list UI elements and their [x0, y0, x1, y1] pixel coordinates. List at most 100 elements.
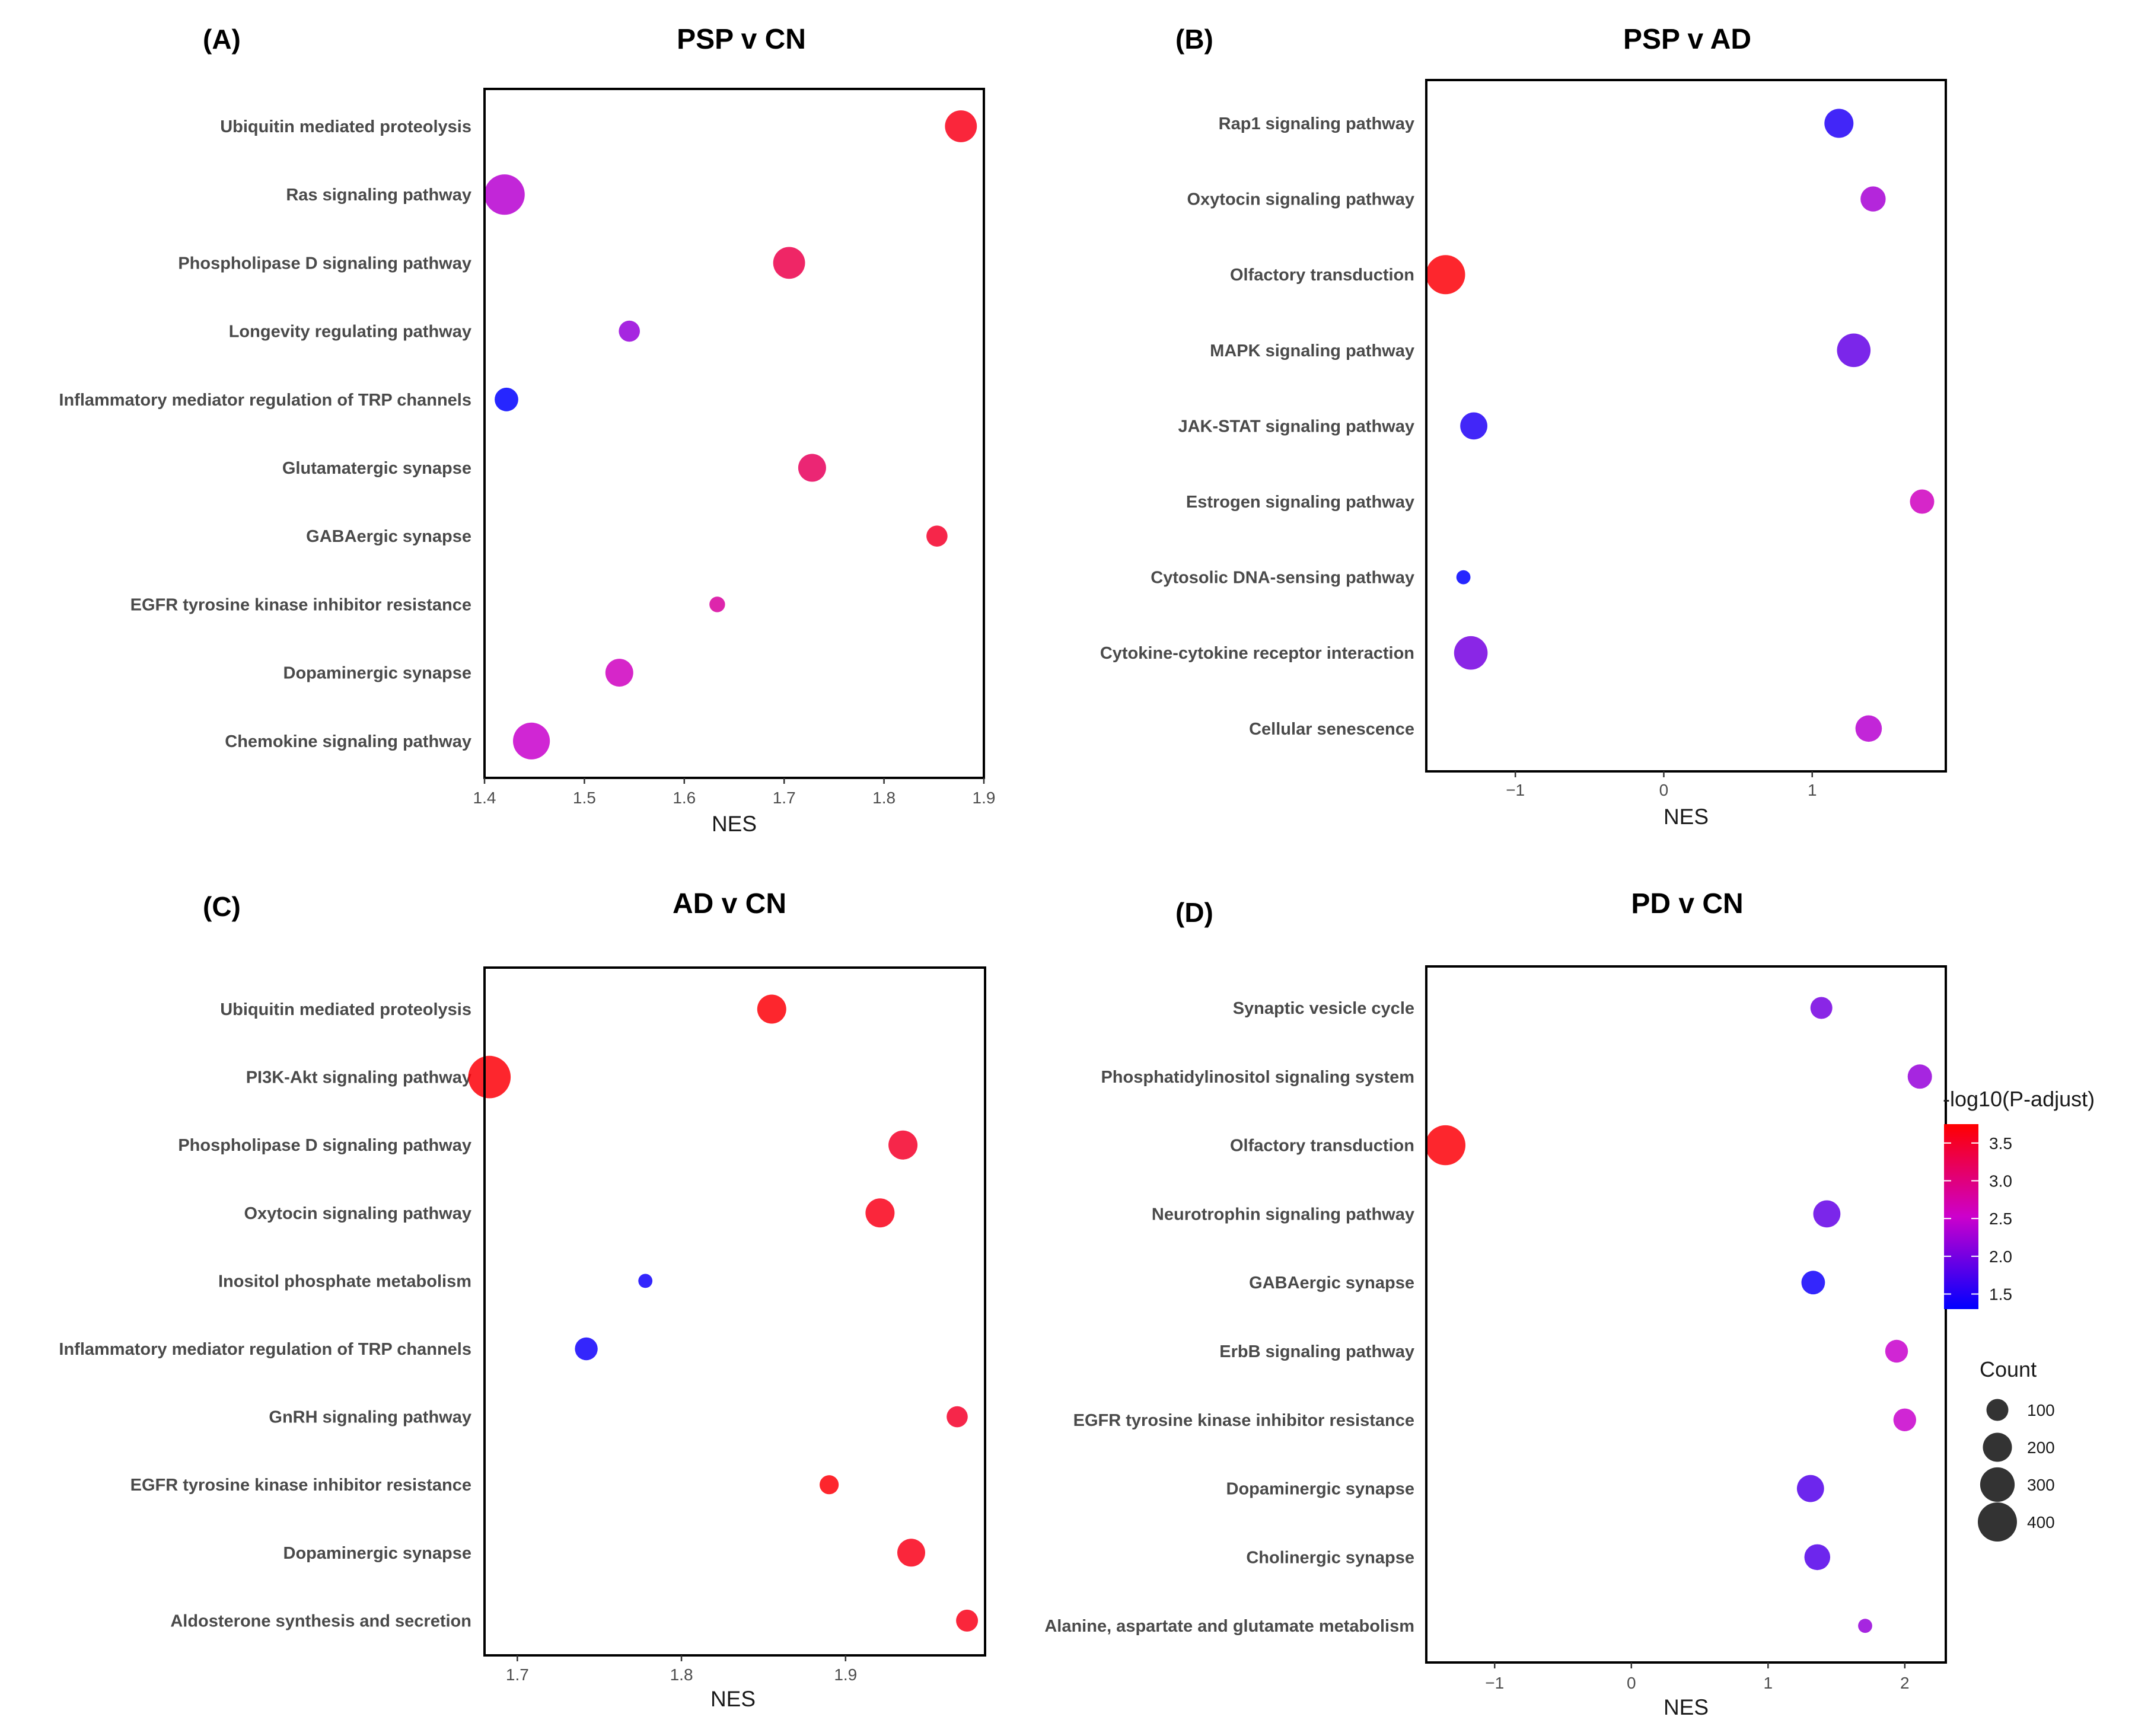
data-point-c [468, 1055, 511, 1099]
x-tick-label-a: 1.7 [773, 789, 796, 807]
category-labels-b: Rap1 signaling pathway Oxytocin signaling… [1100, 114, 1414, 739]
category-label-b: Cytokine-cytokine receptor interaction [1100, 644, 1414, 663]
panel-b: (B) PSP v AD Rap1 signaling pathway Oxyto… [1100, 24, 1947, 829]
data-point-c [956, 1609, 979, 1632]
size-legend-keys: 100 200 300 400 [1978, 1399, 2055, 1542]
x-tick-label-b: 1 [1808, 781, 1817, 799]
data-points-a [484, 110, 977, 760]
data-point-a [945, 110, 977, 142]
size-key-label: 400 [2027, 1513, 2055, 1531]
category-label-b: JAK-STAT signaling pathway [1178, 417, 1414, 436]
x-axis-title-c: NES [710, 1687, 756, 1711]
data-point-b [1837, 333, 1871, 368]
category-labels-a: Ubiquitin mediated proteolysis Ras signal… [59, 117, 471, 751]
category-labels-c: Ubiquitin mediated proteolysis PI3K-Akt s… [59, 1000, 471, 1630]
category-label-d: Synaptic vesicle cycle [1233, 999, 1414, 1018]
panel-letter-b: (B) [1175, 24, 1213, 55]
size-key-circle [1986, 1399, 2009, 1421]
category-label-c: PI3K-Akt signaling pathway [246, 1068, 471, 1087]
category-label-b: Estrogen signaling pathway [1186, 493, 1414, 512]
data-point-a [605, 659, 633, 687]
data-point-c [865, 1198, 895, 1228]
data-point-d [1801, 1271, 1825, 1295]
data-point-b [1454, 636, 1488, 670]
color-bar [1944, 1124, 1978, 1309]
category-label-b: Oxytocin signaling pathway [1187, 190, 1414, 209]
x-axis-title-b: NES [1664, 805, 1709, 829]
data-point-c [575, 1337, 598, 1361]
category-label-a: Phospholipase D signaling pathway [178, 254, 471, 273]
data-point-a [798, 454, 826, 482]
category-label-c: Aldosterone synthesis and secretion [170, 1611, 471, 1630]
data-point-d [1425, 1125, 1465, 1166]
color-tick-label: 2.5 [1989, 1210, 2012, 1228]
panel-d: (D) PD v CN Synaptic vesicle cycle Phosph… [1044, 888, 1947, 1719]
data-point-d [1893, 1408, 1916, 1431]
category-label-d: ErbB signaling pathway [1219, 1342, 1414, 1361]
category-label-c: EGFR tyrosine kinase inhibitor resistanc… [130, 1476, 471, 1495]
panel-title-b: PSP v AD [1623, 24, 1751, 55]
category-label-d: Phosphatidylinositol signaling system [1101, 1068, 1414, 1087]
data-point-a [619, 320, 640, 342]
category-label-a: Ras signaling pathway [286, 186, 471, 205]
x-tick-label-b: 0 [1659, 781, 1669, 799]
data-point-c [757, 994, 786, 1024]
category-labels-d: Synaptic vesicle cycle Phosphatidylinosit… [1044, 999, 1414, 1636]
x-tick-label-a: 1.8 [872, 789, 896, 807]
category-label-c: Phospholipase D signaling pathway [178, 1136, 471, 1155]
x-tick-label-d: −1 [1485, 1674, 1504, 1692]
plot-frame-d [1425, 965, 1947, 1664]
x-axis-title-a: NES [712, 812, 757, 836]
size-key-label: 300 [2027, 1476, 2055, 1494]
color-tick-label: 3.0 [1989, 1172, 2012, 1191]
category-label-b: Olfactory transduction [1230, 266, 1414, 285]
x-axis-ticks-a: 1.4 1.5 1.6 1.7 1.8 1.9 [473, 778, 995, 807]
data-point-c [897, 1539, 925, 1567]
data-point-b [1426, 255, 1465, 295]
color-bar-ticks: 3.5 3.0 2.5 2.0 1.5 [1944, 1134, 2012, 1304]
panel-title-d: PD v CN [1631, 888, 1743, 920]
x-axis-ticks-b: −1 0 1 [1506, 771, 1817, 799]
category-label-b: Cellular senescence [1249, 720, 1414, 739]
data-point-c [820, 1475, 839, 1495]
category-label-d: EGFR tyrosine kinase inhibitor resistanc… [1073, 1411, 1414, 1430]
data-point-d [1907, 1064, 1932, 1089]
category-label-a: Dopaminergic synapse [283, 664, 472, 683]
category-label-b: Rap1 signaling pathway [1219, 114, 1414, 133]
data-point-b [1460, 412, 1488, 440]
data-point-b [1860, 186, 1886, 212]
panel-letter-d: (D) [1175, 897, 1213, 928]
category-label-c: Inositol phosphate metabolism [218, 1272, 471, 1291]
data-point-b [1456, 570, 1471, 585]
color-tick-label: 2.0 [1989, 1247, 2012, 1266]
x-tick-label-b: −1 [1506, 781, 1525, 799]
size-key-circle [1980, 1467, 2015, 1502]
category-label-a: Chemokine signaling pathway [225, 732, 471, 751]
category-label-b: Cytosolic DNA-sensing pathway [1151, 569, 1414, 588]
x-tick-label-c: 1.8 [670, 1665, 693, 1684]
x-tick-label-a: 1.6 [673, 789, 696, 807]
size-key-circle [1983, 1432, 2012, 1462]
category-label-a: Inflammatory mediator regulation of TRP … [59, 391, 471, 410]
data-points-d [1425, 997, 1932, 1633]
data-point-a [484, 174, 525, 215]
category-label-a: Ubiquitin mediated proteolysis [220, 117, 471, 136]
panel-a: (A) PSP v CN Ubiquitin mediated proteoly… [59, 24, 995, 836]
plot-frame-a [483, 88, 985, 779]
color-tick-label: 1.5 [1989, 1285, 2012, 1304]
panel-title-c: AD v CN [673, 888, 786, 920]
size-key-circle [1978, 1502, 2017, 1542]
category-label-d: Neurotrophin signaling pathway [1152, 1205, 1414, 1224]
data-point-c [638, 1274, 653, 1288]
data-point-c [947, 1406, 968, 1428]
category-label-c: Oxytocin signaling pathway [244, 1204, 471, 1223]
data-point-d [1858, 1619, 1872, 1633]
category-label-d: Cholinergic synapse [1246, 1548, 1414, 1567]
data-point-d [1804, 1544, 1831, 1571]
category-label-b: MAPK signaling pathway [1210, 342, 1414, 360]
data-point-d [1813, 1200, 1841, 1228]
category-label-d: Alanine, aspartate and glutamate metabol… [1044, 1617, 1414, 1636]
x-tick-label-c: 1.7 [506, 1665, 529, 1684]
data-point-a [495, 387, 518, 411]
